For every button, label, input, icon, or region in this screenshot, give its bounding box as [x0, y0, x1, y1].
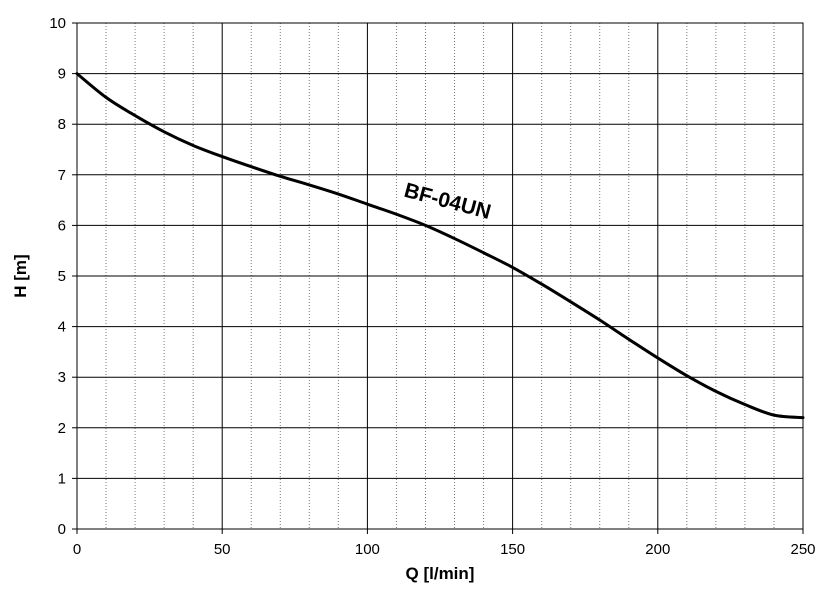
y-axis-title: H [m] [11, 254, 30, 297]
y-tick-label: 3 [58, 369, 66, 386]
y-tick-label: 0 [58, 521, 66, 538]
y-tick-label: 6 [58, 217, 66, 234]
x-tick-label: 250 [790, 541, 815, 558]
y-tick-label: 4 [58, 319, 66, 336]
y-tick-label: 2 [58, 420, 66, 437]
x-tick-label: 50 [214, 541, 231, 558]
major-grid [77, 23, 803, 529]
x-tick-label: 150 [500, 541, 525, 558]
series-layer [75, 72, 805, 420]
y-tick-label: 5 [58, 268, 66, 285]
x-axis-title: Q [l/min] [406, 564, 475, 583]
x-tick-label: 200 [645, 541, 670, 558]
y-tick-label: 7 [58, 167, 66, 184]
y-axis-ticks: 0 1 2 3 4 5 6 7 8 9 10 [49, 15, 77, 538]
y-tick-label: 8 [58, 116, 66, 133]
y-tick-label: 9 [58, 66, 66, 83]
y-tick-label: 10 [49, 15, 66, 32]
series-line-bf-04un [75, 72, 805, 420]
x-tick-label: 0 [73, 541, 81, 558]
x-tick-label: 100 [355, 541, 380, 558]
x-axis-ticks: 0 50 100 150 200 250 [73, 529, 816, 558]
y-tick-label: 1 [58, 470, 66, 487]
curve-label-bf-04un: BF-04UN [402, 179, 494, 224]
